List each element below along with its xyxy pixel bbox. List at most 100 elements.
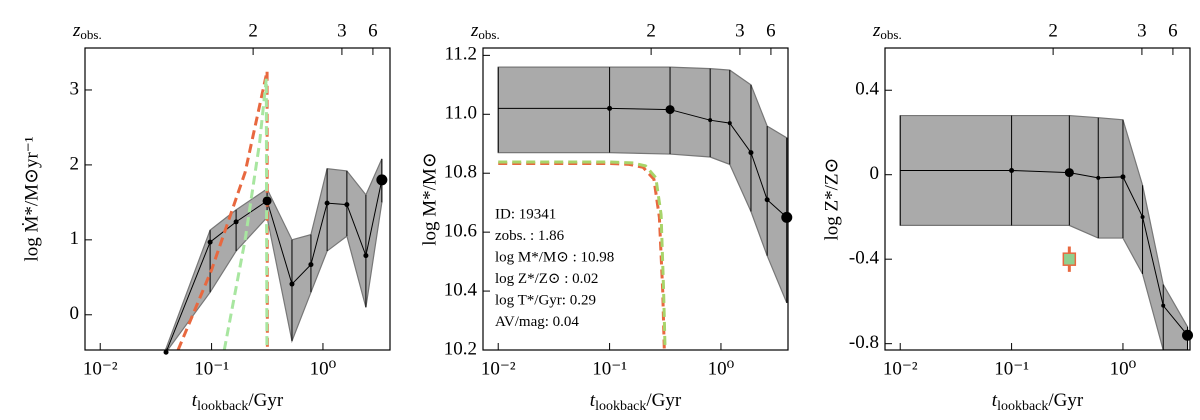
point <box>233 219 239 225</box>
annotation: zobs. : 1.86 <box>495 228 565 244</box>
x-label-part: t <box>192 390 198 411</box>
y-tick-label: 3 <box>70 78 80 99</box>
x-tick-label: 10⁻¹ <box>194 358 229 379</box>
y-tick-label: 0 <box>70 303 80 324</box>
point <box>1009 167 1015 173</box>
axes-frame <box>884 47 1191 351</box>
point <box>607 105 613 111</box>
annotation: log T*/Gyr: 0.29 <box>495 292 596 308</box>
z-label-part: obs. <box>478 27 499 42</box>
x-axis-label: tlookback/Gyr <box>590 390 682 414</box>
annotation: ID: 19341 <box>495 206 556 222</box>
axes-frame <box>84 47 391 351</box>
plot-area <box>165 70 383 350</box>
y-tick-label: 10.4 <box>444 279 478 300</box>
y-tick-label: 2 <box>70 153 80 174</box>
z-tick-label: 6 <box>368 20 378 41</box>
y-tick-label: 11.0 <box>444 103 477 124</box>
x-tick-label: 10⁰ <box>1110 358 1137 379</box>
point <box>163 349 169 355</box>
z-tick-label: 3 <box>337 20 347 41</box>
x-label-part: t <box>992 390 998 411</box>
point <box>727 121 732 126</box>
point <box>781 211 793 223</box>
z-label-part: obs. <box>80 27 101 42</box>
point <box>764 197 770 203</box>
plot-area <box>899 114 1189 350</box>
point <box>289 281 295 287</box>
y-tick-label: 0.4 <box>855 79 879 100</box>
point <box>1182 329 1194 341</box>
y-axis-label: log Z*/Z⊙ <box>821 158 842 241</box>
point <box>665 105 675 115</box>
z-label-part: obs. <box>880 27 901 42</box>
x-label-part: /Gyr <box>646 390 682 411</box>
z-tick-label: 2 <box>248 20 258 41</box>
z-tick-label: 6 <box>766 20 776 41</box>
annotation: log Z*/Z⊙ : 0.02 <box>495 271 598 287</box>
z-axis-label: zobs. <box>470 20 500 42</box>
z-tick-label: 3 <box>1137 20 1147 41</box>
point <box>262 196 272 206</box>
point <box>748 150 754 156</box>
y-tick-label: -0.4 <box>849 248 880 269</box>
x-tick-label: 10⁻¹ <box>994 358 1029 379</box>
point <box>308 262 314 268</box>
median-line <box>498 107 788 218</box>
uncertainty-band <box>165 158 383 350</box>
point <box>376 174 388 186</box>
z-axis-label: zobs. <box>72 20 102 42</box>
y-tick-label: 0 <box>870 163 880 184</box>
x-label-part: lookback <box>197 399 248 414</box>
x-tick-label: 10⁻² <box>481 358 516 379</box>
x-axis-label: tlookback/Gyr <box>192 390 284 414</box>
annotation: AV/mag: 0.04 <box>495 314 579 330</box>
x-tick-label: 10⁻² <box>83 358 118 379</box>
x-tick-label: 10⁻¹ <box>592 358 627 379</box>
y-tick-label: 10.6 <box>444 221 477 242</box>
point <box>344 202 350 208</box>
z-tick-label: 2 <box>646 20 656 41</box>
y-axis-label: log Ṁ*/M⊙yr⁻¹ <box>21 136 42 261</box>
point <box>1120 174 1126 180</box>
point <box>1064 168 1074 178</box>
x-label-part: lookback <box>595 399 646 414</box>
point <box>1161 303 1166 308</box>
x-label-part: lookback <box>997 399 1048 414</box>
annotation: log M*/M⊙ : 10.98 <box>495 249 614 265</box>
square-marker <box>1062 252 1077 266</box>
z-label-part: z <box>72 20 81 41</box>
y-tick-label: -0.8 <box>849 332 879 353</box>
x-label-part: /Gyr <box>1048 390 1084 411</box>
z-label-part: z <box>872 20 881 41</box>
z-tick-label: 2 <box>1048 20 1058 41</box>
y-tick-label: 10.2 <box>444 338 477 359</box>
x-tick-label: 10⁰ <box>310 358 337 379</box>
x-label-part: t <box>590 390 596 411</box>
point <box>363 253 369 259</box>
point <box>1096 175 1101 180</box>
point <box>708 118 713 123</box>
y-tick-label: 11.2 <box>444 44 477 65</box>
point <box>207 239 213 245</box>
z-tick-label: 3 <box>735 20 745 41</box>
model-curve <box>222 78 269 350</box>
x-label-part: /Gyr <box>248 390 284 411</box>
y-axis-label: log M*/M⊙ <box>419 152 440 246</box>
axes-frame <box>482 47 789 351</box>
median-line <box>900 169 1188 336</box>
x-axis-label: tlookback/Gyr <box>992 390 1084 414</box>
point <box>1140 214 1145 219</box>
uncertainty-band <box>899 114 1189 350</box>
z-axis-label: zobs. <box>872 20 902 42</box>
z-tick-label: 6 <box>1168 20 1178 41</box>
x-tick-label: 10⁰ <box>708 358 735 379</box>
point <box>324 200 330 206</box>
z-label-part: z <box>470 20 479 41</box>
y-tick-label: 10.8 <box>444 162 477 183</box>
uncertainty-band <box>497 66 788 304</box>
y-tick-label: 1 <box>70 228 80 249</box>
model-curve <box>498 160 667 350</box>
x-tick-label: 10⁻² <box>883 358 918 379</box>
